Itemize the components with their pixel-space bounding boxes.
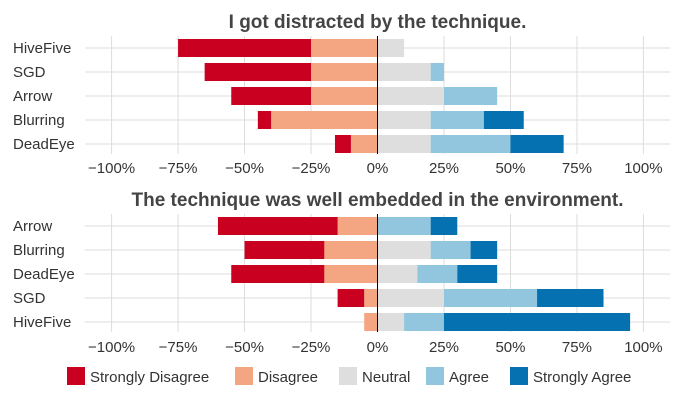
x-tick-label: −75% <box>159 339 198 356</box>
bar-deadeye-agree <box>417 265 458 283</box>
bar-deadeye-strongly-agree <box>510 135 564 153</box>
legend-label-disagree: Disagree <box>258 369 318 386</box>
bar-deadeye-strongly-agree <box>457 265 498 283</box>
bar-deadeye-disagree <box>350 135 378 153</box>
bar-arrow-disagree <box>337 217 378 235</box>
bar-deadeye-neutral <box>377 135 431 153</box>
category-label: DeadEye <box>13 266 75 283</box>
category-label: DeadEye <box>13 136 75 153</box>
x-tick-label: 100% <box>624 160 662 177</box>
x-tick-label: −25% <box>292 160 331 177</box>
category-label: Blurring <box>13 242 65 259</box>
bar-blurring-disagree <box>324 241 378 259</box>
x-tick-label: −100% <box>88 339 135 356</box>
bar-arrow-disagree <box>311 87 378 105</box>
bar-blurring-strongly-disagree <box>257 111 272 129</box>
bar-sgd-strongly-disagree <box>204 63 312 81</box>
x-tick-label: −25% <box>292 339 331 356</box>
x-tick-label: 75% <box>562 339 592 356</box>
x-tick-label: 0% <box>367 339 389 356</box>
bar-sgd-strongly-agree <box>537 289 604 307</box>
bar-sgd-agree <box>430 63 444 81</box>
chart-1: I got distracted by the technique. HiveFi… <box>13 12 670 177</box>
x-tick-label: −100% <box>88 160 135 177</box>
bar-blurring-strongly-agree <box>470 241 498 259</box>
bar-blurring-disagree <box>271 111 378 129</box>
chart-title: I got distracted by the technique. <box>229 12 527 33</box>
x-tick-label: 100% <box>624 339 662 356</box>
legend-swatch-strongly-disagree <box>67 367 85 385</box>
legend-swatch-agree <box>426 367 444 385</box>
legend-label-strongly-disagree: Strongly Disagree <box>90 369 209 386</box>
bar-hivefive-neutral <box>377 313 405 331</box>
bar-hivefive-disagree <box>364 313 378 331</box>
bar-hivefive-agree <box>404 313 444 331</box>
x-tick-label: 75% <box>562 160 592 177</box>
bar-sgd-neutral <box>377 63 431 81</box>
bar-arrow-strongly-disagree <box>217 217 338 235</box>
legend-swatch-disagree <box>235 367 253 385</box>
bar-sgd-neutral <box>377 289 444 307</box>
bar-hivefive-neutral <box>377 39 405 57</box>
category-label: HiveFive <box>13 314 71 331</box>
x-tick-label: 0% <box>367 160 389 177</box>
bar-deadeye-neutral <box>377 265 418 283</box>
bar-sgd-strongly-disagree <box>337 289 365 307</box>
category-label: SGD <box>13 64 46 81</box>
bar-blurring-agree <box>430 241 471 259</box>
legend-swatch-neutral <box>339 367 357 385</box>
legend-label-neutral: Neutral <box>362 369 410 386</box>
bar-sgd-agree <box>443 289 538 307</box>
x-tick-label: 25% <box>429 339 459 356</box>
legend-label-agree: Agree <box>449 369 489 386</box>
bar-blurring-strongly-disagree <box>244 241 325 259</box>
x-tick-label: −50% <box>225 160 264 177</box>
bar-blurring-neutral <box>377 241 431 259</box>
bar-arrow-neutral <box>377 87 444 105</box>
bar-blurring-strongly-agree <box>483 111 524 129</box>
bar-arrow-strongly-agree <box>430 217 458 235</box>
chart-2: The technique was well embedded in the e… <box>13 190 670 356</box>
x-tick-label: −50% <box>225 339 264 356</box>
x-tick-label: −75% <box>159 160 198 177</box>
bar-deadeye-strongly-disagree <box>334 135 351 153</box>
category-label: Arrow <box>13 218 52 235</box>
bar-hivefive-disagree <box>311 39 378 57</box>
bar-hivefive-strongly-agree <box>443 313 631 331</box>
category-label: Arrow <box>13 88 52 105</box>
bar-arrow-strongly-disagree <box>231 87 312 105</box>
category-label: Blurring <box>13 112 65 129</box>
category-label: HiveFive <box>13 40 71 57</box>
bar-deadeye-agree <box>430 135 511 153</box>
category-label: SGD <box>13 290 46 307</box>
bar-blurring-neutral <box>377 111 431 129</box>
x-tick-label: 50% <box>495 160 525 177</box>
chart-title: The technique was well embedded in the e… <box>132 190 624 211</box>
legend-label-strongly-agree: Strongly Agree <box>533 369 631 386</box>
legend-swatch-strongly-agree <box>510 367 528 385</box>
bar-sgd-disagree <box>311 63 378 81</box>
bar-arrow-agree <box>377 217 431 235</box>
bar-hivefive-strongly-disagree <box>178 39 312 57</box>
x-tick-label: 50% <box>495 339 525 356</box>
bar-deadeye-disagree <box>324 265 378 283</box>
bar-blurring-agree <box>430 111 484 129</box>
bar-arrow-agree <box>443 87 498 105</box>
x-tick-label: 25% <box>429 160 459 177</box>
bar-sgd-disagree <box>364 289 378 307</box>
legend: Strongly Disagree Disagree Neutral Agree Str… <box>67 367 631 386</box>
bar-deadeye-strongly-disagree <box>231 265 325 283</box>
